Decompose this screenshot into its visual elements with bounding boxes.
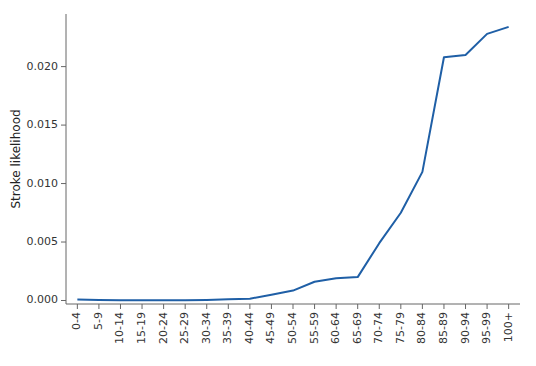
x-tick (228, 304, 229, 309)
x-tick (206, 304, 207, 309)
x-tick-label: 95-99 (480, 312, 493, 344)
x-tick (142, 304, 143, 309)
x-tick (77, 304, 78, 309)
x-tick (163, 304, 164, 309)
x-tick-label: 0-4 (70, 312, 83, 330)
x-tick (120, 304, 121, 309)
x-tick-label: 65-69 (351, 312, 364, 344)
y-tick-label: 0.005 (27, 235, 59, 248)
y-axis-line (66, 14, 67, 304)
x-tick-label: 15-19 (135, 312, 148, 344)
y-tick-label: 0.020 (27, 60, 59, 73)
y-tick (61, 242, 66, 243)
x-tick-label: 75-79 (394, 312, 407, 344)
x-tick-label: 10-14 (113, 312, 126, 344)
x-tick-label: 90-94 (459, 312, 472, 344)
x-tick-label: 60-64 (329, 312, 342, 344)
y-tick-label: 0.000 (27, 293, 59, 306)
x-tick (422, 304, 423, 309)
x-tick-label: 30-34 (200, 312, 213, 344)
x-tick (357, 304, 358, 309)
x-tick-label: 50-54 (286, 312, 299, 344)
y-tick (61, 183, 66, 184)
x-tick (249, 304, 250, 309)
x-tick (185, 304, 186, 309)
x-tick-label: 40-44 (243, 312, 256, 344)
plot-area (77, 27, 508, 300)
x-axis-line (66, 304, 520, 305)
x-tick (443, 304, 444, 309)
x-tick-label: 100+ (502, 312, 515, 342)
chart-container: 0.000 0.005 0.010 0.015 0.020 0-4 5-9 10-14 15-1… (0, 0, 536, 366)
x-tick (98, 304, 99, 309)
x-tick-label: 25-29 (178, 312, 191, 344)
x-tick (487, 304, 488, 309)
y-tick-label: 0.010 (27, 177, 59, 190)
x-tick-label: 55-59 (308, 312, 321, 344)
y-tick-label: 0.015 (27, 118, 59, 131)
x-tick (379, 304, 380, 309)
x-tick-label: 80-84 (415, 312, 428, 344)
x-tick-label: 35-39 (221, 312, 234, 344)
y-tick (61, 66, 66, 67)
x-tick (508, 304, 509, 309)
x-tick-label: 70-74 (372, 312, 385, 344)
x-tick (314, 304, 315, 309)
y-tick (61, 300, 66, 301)
x-tick-label: 20-24 (157, 312, 170, 344)
y-tick (61, 125, 66, 126)
x-tick (400, 304, 401, 309)
x-tick (465, 304, 466, 309)
x-tick (336, 304, 337, 309)
chart: 0.000 0.005 0.010 0.015 0.020 0-4 5-9 10-14 15-1… (0, 0, 536, 366)
x-tick (271, 304, 272, 309)
x-tick (293, 304, 294, 309)
x-tick-label: 5-9 (92, 312, 105, 330)
data-line (77, 27, 508, 300)
y-axis-label: Stroke likelihood (9, 109, 23, 208)
x-tick-label: 45-49 (264, 312, 277, 344)
x-tick-label: 85-89 (437, 312, 450, 344)
